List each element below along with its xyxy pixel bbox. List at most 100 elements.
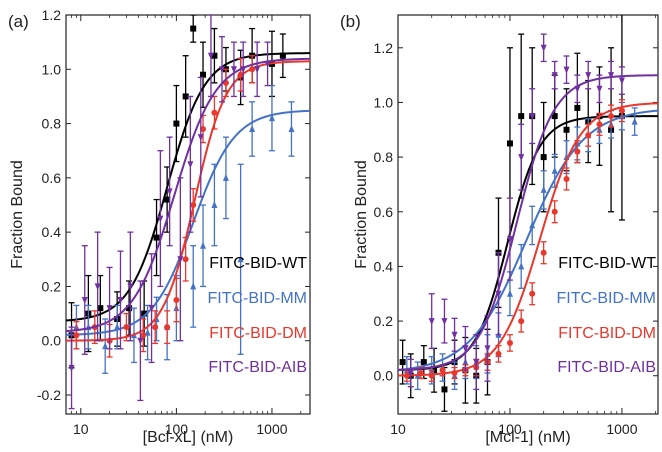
data-point — [249, 125, 256, 132]
data-point — [518, 113, 525, 120]
data-point — [254, 66, 261, 74]
data-point — [574, 104, 581, 111]
y-tick-label: 0.8 — [42, 116, 62, 132]
data-point — [529, 290, 536, 297]
data-point — [264, 60, 271, 68]
y-tick-label: 0.6 — [42, 170, 62, 186]
x-axis-label: [Mcl-1] (nM) — [485, 429, 570, 446]
data-point — [529, 221, 536, 229]
data-point — [574, 85, 581, 93]
data-point — [441, 386, 448, 393]
fit-curve — [66, 52, 310, 322]
panel-label: (b) — [340, 12, 361, 31]
data-point — [140, 332, 147, 339]
data-point — [200, 241, 207, 249]
data-point — [126, 305, 133, 312]
data-point — [585, 72, 592, 80]
y-tick-label: 1.2 — [42, 7, 62, 23]
x-tick-label: 10 — [390, 421, 406, 437]
data-point — [407, 370, 414, 378]
series-fitc-bid-aib — [398, 33, 658, 391]
legend-entry: FITC-BID-MM — [556, 290, 656, 307]
y-tick-label: -0.2 — [37, 387, 61, 403]
chart-panel: (b) 0.0 0.2 0.4 0.6 0.8 1.0 1.2 10 100 1000 [Mcl-1]… — [340, 12, 659, 446]
series-fitc-bid-wt — [66, 15, 310, 369]
data-point — [97, 305, 104, 312]
series-fitc-bid-aib — [66, 15, 310, 410]
data-point — [222, 173, 229, 181]
data-point — [182, 93, 189, 100]
data-point — [441, 318, 448, 326]
data-point — [190, 202, 197, 208]
y-tick-label: 0.6 — [374, 204, 394, 220]
data-point — [495, 350, 502, 357]
data-point — [187, 161, 194, 169]
legend-entry: FITC-BID-WT — [209, 255, 307, 272]
data-point — [182, 256, 189, 263]
legend-entry: FITC-BID-MM — [207, 290, 307, 307]
data-point — [551, 72, 558, 80]
x-tick-label: 100 — [498, 421, 522, 437]
data-point — [495, 290, 502, 298]
data-point — [608, 72, 615, 80]
data-point — [153, 234, 160, 241]
data-point — [618, 107, 625, 114]
data-point — [540, 185, 547, 193]
data-point — [141, 310, 148, 317]
data-point — [166, 188, 173, 196]
legend-entry: FITC-BID-WT — [558, 255, 656, 272]
data-point — [518, 262, 525, 270]
data-point — [428, 372, 435, 379]
data-point — [164, 196, 171, 203]
data-point — [506, 140, 513, 147]
data-point — [420, 359, 427, 366]
data-point — [211, 52, 218, 59]
fit-curve — [398, 74, 658, 371]
data-point — [207, 52, 214, 60]
data-point — [551, 113, 558, 120]
data-point — [211, 201, 218, 208]
data-point — [551, 166, 558, 174]
data-point — [518, 154, 525, 162]
data-point — [68, 364, 75, 372]
plot-area — [66, 15, 310, 410]
y-tick-label: 0.4 — [374, 258, 394, 274]
data-point — [102, 342, 109, 350]
y-axis-label: Fraction Bound — [9, 160, 26, 269]
data-point — [94, 283, 101, 291]
data-point — [249, 66, 256, 73]
data-point — [540, 44, 547, 52]
legend-entry: FITC-BID-DM — [558, 325, 656, 342]
x-tick-label: 10 — [73, 421, 89, 437]
data-point — [451, 331, 458, 339]
data-point — [574, 148, 581, 155]
plot-frame — [65, 14, 311, 415]
data-point — [117, 297, 124, 304]
data-point — [403, 372, 410, 379]
data-point — [473, 359, 480, 367]
data-point — [540, 249, 547, 256]
chart-panel: (a) -0.2 0.0 0.2 0.4 0.6 0.8 1.0 1.2 10 100 1000 [Bc… — [8, 7, 311, 446]
x-tick-label: 1000 — [256, 421, 287, 437]
data-point — [218, 66, 225, 74]
data-point — [152, 324, 159, 331]
data-point — [148, 305, 155, 313]
data-point — [618, 77, 625, 85]
data-point — [506, 289, 513, 297]
data-point — [211, 109, 218, 116]
data-point — [200, 126, 207, 132]
plot-area — [398, 15, 658, 412]
y-tick-label: 0.2 — [374, 313, 394, 329]
data-point — [144, 328, 151, 336]
fit-curve — [398, 109, 658, 372]
plot-frame — [397, 14, 659, 415]
data-point — [230, 66, 237, 74]
data-point — [563, 66, 570, 74]
data-point — [529, 113, 536, 121]
data-point — [506, 339, 513, 346]
data-point — [157, 215, 164, 223]
data-point — [268, 114, 275, 122]
data-point — [127, 283, 134, 291]
